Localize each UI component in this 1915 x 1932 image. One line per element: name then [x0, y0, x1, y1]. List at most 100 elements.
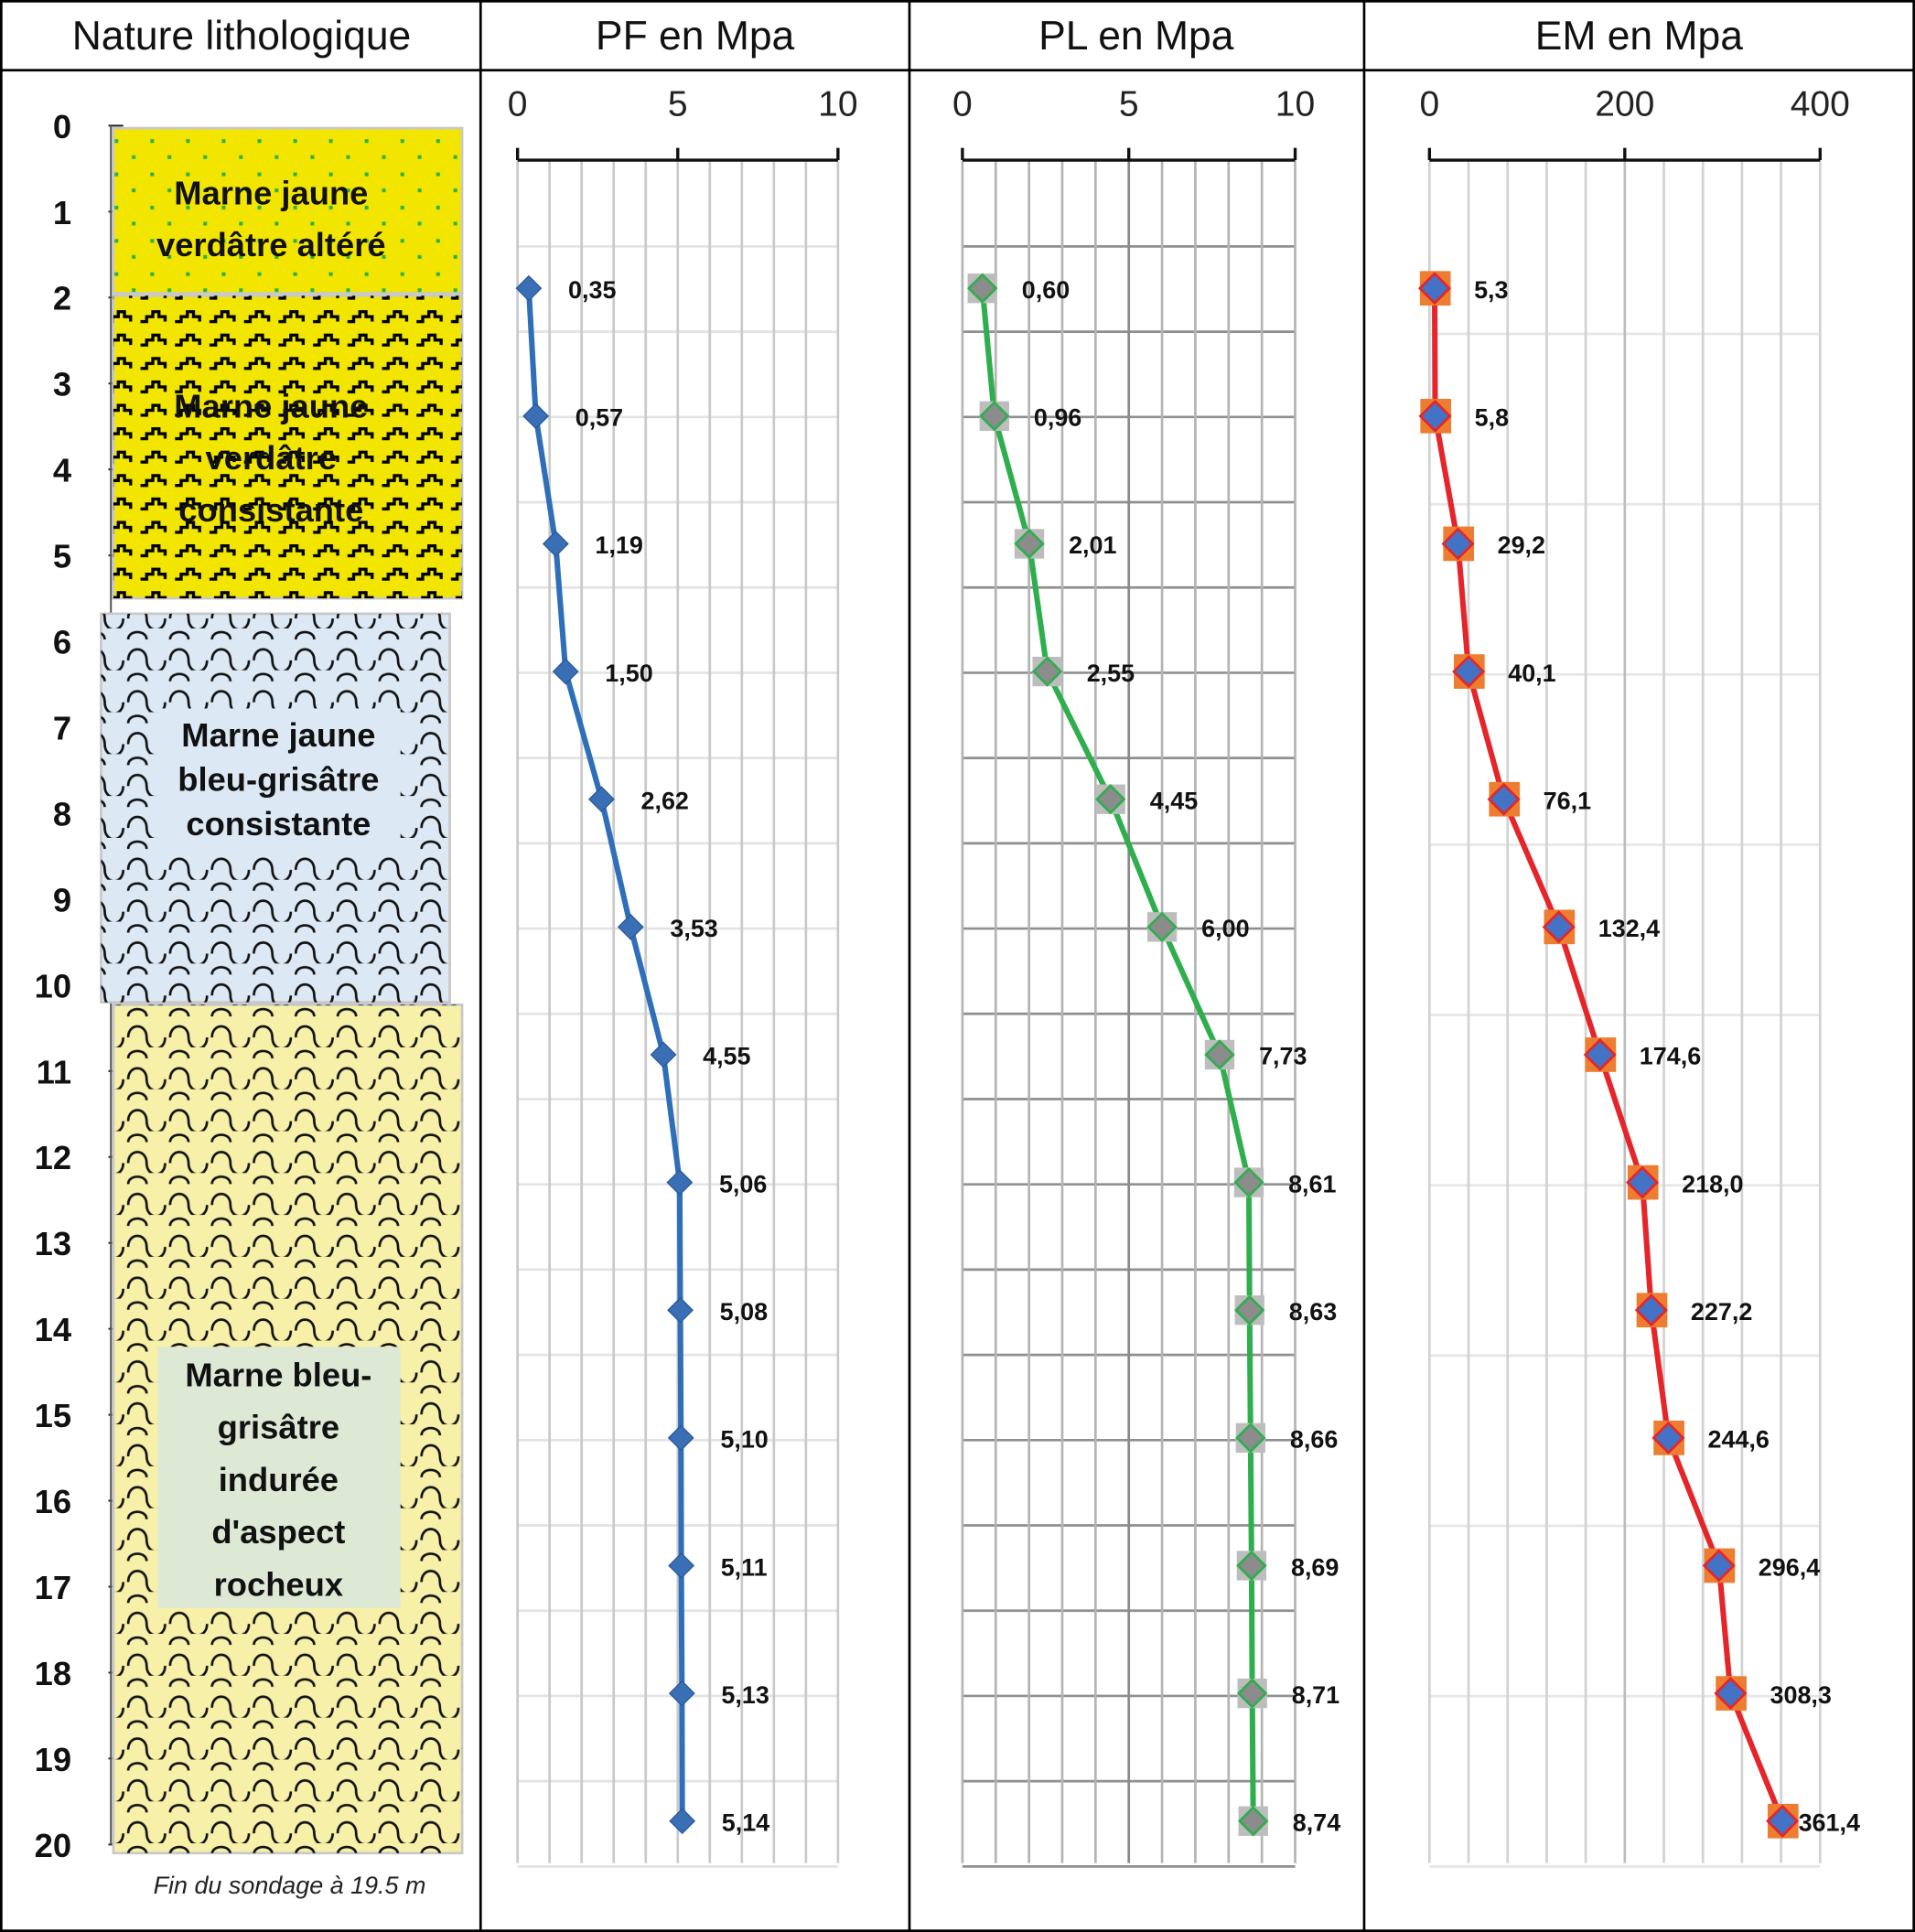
- x-tick-label: 10: [818, 85, 857, 124]
- diamond-marker: [1094, 783, 1126, 815]
- data-label: 5,08: [720, 1298, 768, 1326]
- data-label: 8,61: [1288, 1170, 1336, 1197]
- data-label: 5,13: [721, 1681, 769, 1709]
- data-point: 0,57: [522, 402, 623, 432]
- data-label: 40,1: [1508, 660, 1555, 687]
- data-point: 5,10: [667, 1424, 769, 1454]
- data-point: 296,4: [1702, 1548, 1820, 1583]
- diamond-marker: [668, 1680, 695, 1707]
- diamond-marker: [1237, 1806, 1269, 1837]
- data-point: 76,1: [1487, 781, 1591, 817]
- data-label: 76,1: [1544, 787, 1591, 814]
- layer-label-background: [157, 1347, 401, 1608]
- data-point: 1,50: [552, 658, 653, 687]
- depth-tick-label: 10: [35, 967, 71, 1004]
- layer-label: rocheux: [214, 1565, 343, 1603]
- diamond-marker: [1542, 910, 1576, 944]
- data-label: 361,4: [1799, 1809, 1860, 1837]
- header-em: EM en Mpa: [1535, 14, 1743, 59]
- layer-label: consistante: [186, 805, 371, 843]
- data-label: 244,6: [1708, 1426, 1770, 1454]
- diamond-marker: [1766, 1804, 1800, 1838]
- data-point: 6,00: [1146, 911, 1250, 943]
- data-point: 5,11: [668, 1552, 768, 1581]
- lithology-layer: Marne jaune bleu-grisâtre consistante: [100, 612, 451, 1004]
- data-point: 5,06: [666, 1169, 767, 1197]
- lithology-layer: Marne bleu-grisâtre indurée d'aspect rocheu…: [112, 1004, 464, 1855]
- diamond-marker: [1418, 399, 1452, 433]
- data-point: 7,73: [1204, 1039, 1307, 1070]
- data-point: 174,6: [1583, 1037, 1701, 1072]
- x-tick-label: 0: [1419, 85, 1439, 124]
- diamond-marker: [1714, 1677, 1748, 1711]
- data-point: 5,13: [668, 1680, 769, 1709]
- data-label: 0,96: [1034, 404, 1081, 432]
- depth-tick-label: 19: [35, 1741, 71, 1778]
- data-point: 132,4: [1542, 909, 1660, 945]
- data-label: 132,4: [1598, 915, 1660, 942]
- x-tick-label: 5: [668, 85, 688, 124]
- data-point: 1,19: [542, 531, 643, 559]
- data-label: 6,00: [1201, 915, 1249, 942]
- diamond-marker: [979, 401, 1010, 432]
- layer-label: Marne bleu-: [185, 1356, 371, 1393]
- layer-label: verdâtre: [206, 439, 338, 477]
- layer-label: Marne jaune: [181, 716, 375, 754]
- diamond-marker: [542, 531, 569, 557]
- depth-tick-label: 20: [35, 1827, 71, 1864]
- depth-tick-label: 12: [35, 1139, 71, 1176]
- data-label: 1,50: [605, 660, 652, 687]
- data-point: 5,08: [667, 1296, 768, 1326]
- data-point: 2,62: [588, 786, 689, 814]
- data-point: 0,96: [979, 401, 1081, 432]
- data-label: 8,66: [1290, 1426, 1338, 1454]
- data-point: 308,3: [1714, 1676, 1832, 1711]
- layer-label: Marne jaune: [174, 175, 368, 212]
- data-label: 8,74: [1293, 1809, 1340, 1837]
- data-point: 5,14: [669, 1808, 769, 1837]
- layer-label: grisâtre: [218, 1409, 339, 1446]
- data-point: 8,71: [1236, 1678, 1339, 1709]
- depth-tick-label: 14: [35, 1311, 72, 1348]
- diamond-marker: [669, 1808, 696, 1835]
- diamond-marker: [667, 1296, 694, 1324]
- data-label: 5,06: [719, 1170, 767, 1197]
- data-label: 8,71: [1292, 1681, 1339, 1709]
- depth-tick-label: 1: [53, 194, 71, 231]
- diamond-marker: [1236, 1678, 1268, 1709]
- diamond-marker: [588, 786, 615, 813]
- diamond-marker: [1583, 1037, 1617, 1072]
- wavy-texture: [113, 295, 463, 599]
- diamond-marker: [668, 1552, 695, 1579]
- diamond-marker: [650, 1041, 677, 1068]
- x-tick-label: 400: [1791, 85, 1850, 124]
- data-label: 3,53: [670, 915, 717, 942]
- diamond-marker: [1233, 1166, 1264, 1198]
- data-label: 2,01: [1069, 531, 1116, 559]
- depth-tick-label: 13: [35, 1225, 71, 1262]
- data-label: 0,35: [568, 276, 616, 304]
- depth-tick-label: 8: [53, 795, 71, 832]
- x-tick-label: 5: [1119, 85, 1139, 124]
- layer-label: d'aspect: [211, 1513, 345, 1551]
- data-point: 8,63: [1233, 1294, 1337, 1326]
- diamond-marker: [1146, 911, 1178, 943]
- depth-tick-label: 17: [35, 1569, 71, 1606]
- data-label: 5,10: [720, 1426, 768, 1454]
- data-label: 7,73: [1259, 1043, 1307, 1070]
- data-point: 8,69: [1236, 1550, 1339, 1581]
- depth-tick-label: 16: [35, 1483, 71, 1520]
- diamond-marker: [1233, 1294, 1265, 1326]
- data-point: 4,45: [1094, 783, 1198, 815]
- chart-pf: 0 5 10 0,35 0,57 1,19 1,50 2,62 3,53 4,55 5,06 5,08…: [508, 85, 858, 1868]
- depth-tick-label: 5: [53, 538, 71, 575]
- data-label: 4,45: [1150, 787, 1198, 814]
- data-point: 5,3: [1417, 271, 1509, 306]
- data-point: 218,0: [1625, 1165, 1744, 1200]
- data-point: 2,55: [1031, 656, 1135, 687]
- diamond-marker: [552, 658, 579, 685]
- depth-tick-label: 4: [53, 452, 72, 489]
- data-label: 29,2: [1498, 531, 1545, 559]
- layer-label: bleu-grisâtre: [178, 761, 379, 799]
